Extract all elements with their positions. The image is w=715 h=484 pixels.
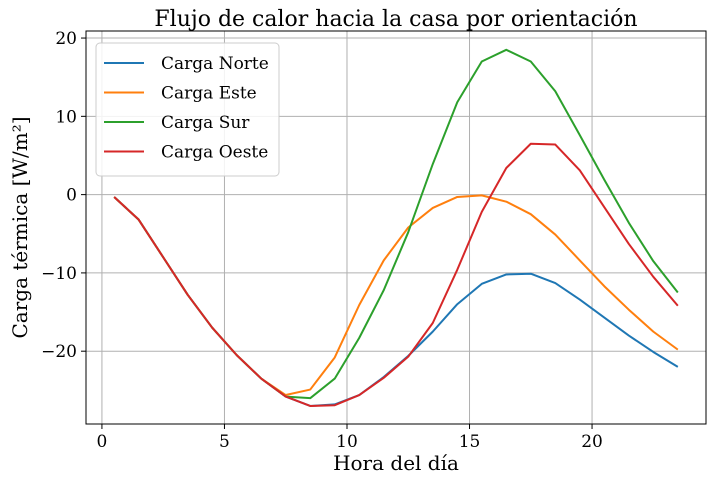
y-tick-label: 0 <box>66 186 77 206</box>
legend-box <box>95 42 280 177</box>
plot-lines <box>113 48 679 407</box>
axis-ticks: 0 5 10 15 20 −20 −10 0 10 20 <box>41 29 603 452</box>
legend-label: Carga Sur <box>161 113 250 133</box>
x-tick-label: 15 <box>459 432 481 452</box>
y-tick-label: 10 <box>55 107 77 127</box>
legend-label: Carga Norte <box>161 54 269 74</box>
y-axis-title: Carga térmica [W/m²] <box>8 116 32 338</box>
chart-title: Flujo de calor hacia la casa por orienta… <box>154 7 637 32</box>
x-tick-label: 20 <box>581 432 603 452</box>
legend-label: Carga Oeste <box>161 143 268 163</box>
x-axis-title: Hora del día <box>333 451 459 475</box>
x-tick-label: 5 <box>219 432 230 452</box>
plot-frame <box>85 30 707 425</box>
x-tick-label: 10 <box>336 432 358 452</box>
y-tick-label: −20 <box>41 342 77 362</box>
x-tick-label: 0 <box>97 432 108 452</box>
series-line <box>113 142 679 407</box>
y-tick-label: 20 <box>55 29 77 49</box>
y-tick-label: −10 <box>41 264 77 284</box>
legend: Carga Norte Carga Este Carga Sur Carga Oest… <box>95 42 280 177</box>
legend-label: Carga Este <box>161 84 257 104</box>
